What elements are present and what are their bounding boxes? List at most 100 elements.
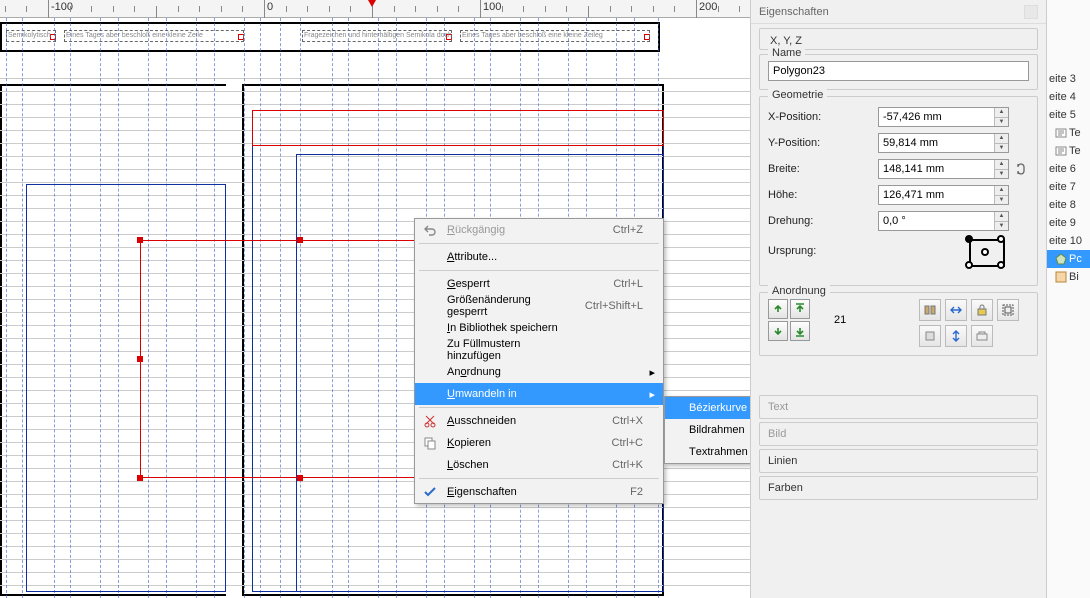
menu-item-label: Zu Füllmustern hinzufügen xyxy=(441,338,563,362)
menu-item[interactable]: Größenänderung gesperrtCtrl+Shift+L xyxy=(415,295,663,317)
menu-item-shortcut: Ctrl+X xyxy=(563,415,643,427)
menu-item[interactable]: KopierenCtrl+C xyxy=(415,432,663,454)
menu-item-label: Ausschneiden xyxy=(441,415,563,427)
name-group: Name xyxy=(759,54,1038,90)
properties-title: Eigenschaften xyxy=(759,6,829,18)
arrange-group-title: Anordnung xyxy=(768,285,830,297)
rotation-label: Drehung: xyxy=(768,215,878,227)
submenu-arrow-icon: ▸ xyxy=(643,388,655,401)
outline-item-label: eite 4 xyxy=(1049,91,1076,103)
text-frame[interactable]: Eines Tages aber beschloß eine kleine Ze… xyxy=(460,30,650,42)
menu-item[interactable]: Anordnung▸ xyxy=(415,361,663,383)
width-input[interactable]: 148,141 mm▲▼ xyxy=(878,159,1009,179)
height-input[interactable]: 126,471 mm▲▼ xyxy=(878,185,1009,205)
menu-item[interactable]: Attribute... xyxy=(415,246,663,268)
flip-v-button[interactable] xyxy=(945,299,967,321)
tool-b-button[interactable] xyxy=(945,325,967,347)
outline-item[interactable]: Te xyxy=(1047,142,1090,160)
xpos-input[interactable]: -57,426 mm▲▼ xyxy=(878,107,1009,127)
outline-item[interactable]: eite 4 xyxy=(1047,88,1090,106)
ruler-playhead-icon[interactable] xyxy=(368,0,376,7)
ypos-input[interactable]: 59,814 mm▲▼ xyxy=(878,133,1009,153)
name-group-title: Name xyxy=(768,47,805,59)
outline-item[interactable]: Pc xyxy=(1047,250,1090,268)
img-icon xyxy=(1055,271,1067,283)
arrange-level-buttons xyxy=(768,299,828,341)
undo-icon xyxy=(419,223,441,237)
link-wh-icon[interactable] xyxy=(1013,162,1029,176)
outline-item-label: Pc xyxy=(1069,253,1082,265)
selected-shape[interactable] xyxy=(252,110,664,146)
outline-panel: eite 3eite 4eite 5TeTeeite 6eite 7eite 8… xyxy=(1046,0,1090,598)
rotation-input[interactable]: 0,0 °▲▼ xyxy=(878,211,1009,231)
outline-item[interactable]: Te xyxy=(1047,124,1090,142)
properties-panel: Eigenschaften X, Y, Z Name Geometrie X-P… xyxy=(750,0,1046,598)
menu-item-label: Rückgängig xyxy=(441,224,563,236)
geometry-group: Geometrie X-Position: -57,426 mm▲▼ Y-Pos… xyxy=(759,96,1038,286)
menu-item-label: Kopieren xyxy=(441,437,563,449)
outline-item[interactable]: eite 10 xyxy=(1047,232,1090,250)
poly-icon xyxy=(1055,253,1067,265)
origin-basepoint-widget[interactable] xyxy=(965,235,1009,271)
tool-c-button[interactable] xyxy=(971,325,993,347)
menu-item-shortcut: Ctrl+K xyxy=(563,459,643,471)
width-label: Breite: xyxy=(768,163,878,175)
arrange-tool-buttons xyxy=(919,299,1029,347)
level-top-button[interactable] xyxy=(768,299,788,319)
level-down-button[interactable] xyxy=(768,321,788,341)
menu-item-shortcut: Ctrl+Z xyxy=(563,224,643,236)
tool-a-button[interactable] xyxy=(919,325,941,347)
outline-item-label: eite 3 xyxy=(1049,73,1076,85)
arrange-level-value: 21 xyxy=(834,314,846,326)
cut-icon xyxy=(419,414,441,428)
properties-tab[interactable]: Farben xyxy=(759,476,1038,500)
menu-item[interactable]: EigenschaftenF2 xyxy=(415,481,663,503)
level-bottom-button[interactable] xyxy=(790,321,810,341)
selection-handle[interactable] xyxy=(137,356,143,362)
object-name-input[interactable] xyxy=(768,61,1029,81)
group-button[interactable] xyxy=(997,299,1019,321)
xpos-label: X-Position: xyxy=(768,111,878,123)
selection-handle[interactable] xyxy=(297,475,303,481)
outline-item[interactable]: eite 7 xyxy=(1047,178,1090,196)
menu-item-label: Attribute... xyxy=(441,251,563,263)
menu-item-label: Eigenschaften xyxy=(441,486,563,498)
lock-button[interactable] xyxy=(971,299,993,321)
level-up-button[interactable] xyxy=(790,299,810,319)
menu-item[interactable]: Zu Füllmustern hinzufügen xyxy=(415,339,663,361)
selection-handle[interactable] xyxy=(137,237,143,243)
menu-item[interactable]: AusschneidenCtrl+X xyxy=(415,410,663,432)
properties-tab[interactable]: Linien xyxy=(759,449,1038,473)
spin-up-icon[interactable]: ▲ xyxy=(995,108,1008,118)
text-frame[interactable]: Fragezeichen und hinterhältigen Semikola… xyxy=(302,30,452,42)
menu-item[interactable]: Umwandeln in▸ xyxy=(415,383,663,405)
outline-item-label: eite 7 xyxy=(1049,181,1076,193)
outline-item[interactable]: eite 5 xyxy=(1047,106,1090,124)
outline-item[interactable]: Bi xyxy=(1047,268,1090,286)
selection-handle[interactable] xyxy=(297,237,303,243)
selection-handle[interactable] xyxy=(137,475,143,481)
outline-item[interactable]: eite 3 xyxy=(1047,70,1090,88)
menu-item-label: Anordnung xyxy=(441,366,563,378)
properties-titlebar: Eigenschaften xyxy=(751,0,1046,24)
close-icon[interactable] xyxy=(1024,5,1038,19)
outline-item[interactable]: eite 6 xyxy=(1047,160,1090,178)
text-frame[interactable]: Semikolytisch xyxy=(6,30,56,42)
menu-item[interactable]: In Bibliothek speichern xyxy=(415,317,663,339)
outline-item[interactable]: eite 9 xyxy=(1047,214,1090,232)
context-menu[interactable]: RückgängigCtrl+Z Attribute... GesperrtCtrl… xyxy=(414,218,664,504)
horizontal-ruler: -1000100200 xyxy=(0,0,750,18)
arrange-group: Anordnung 21 xyxy=(759,292,1038,356)
menu-item-label: Größenänderung gesperrt xyxy=(441,294,563,318)
outline-item[interactable]: eite 8 xyxy=(1047,196,1090,214)
menu-item-label: In Bibliothek speichern xyxy=(441,322,563,334)
text-frame[interactable]: Eines Tages aber beschloß eine kleine Ze… xyxy=(64,30,244,42)
flip-h-button[interactable] xyxy=(919,299,941,321)
menu-item[interactable]: GesperrtCtrl+L xyxy=(415,273,663,295)
properties-tab[interactable]: Text xyxy=(759,395,1038,419)
spin-down-icon[interactable]: ▼ xyxy=(995,118,1008,127)
selected-shape[interactable] xyxy=(140,240,460,478)
properties-tab[interactable]: Bild xyxy=(759,422,1038,446)
menu-item[interactable]: LöschenCtrl+K xyxy=(415,454,663,476)
page-strip-top: Semikolytisch Eines Tages aber beschloß e… xyxy=(0,22,660,52)
